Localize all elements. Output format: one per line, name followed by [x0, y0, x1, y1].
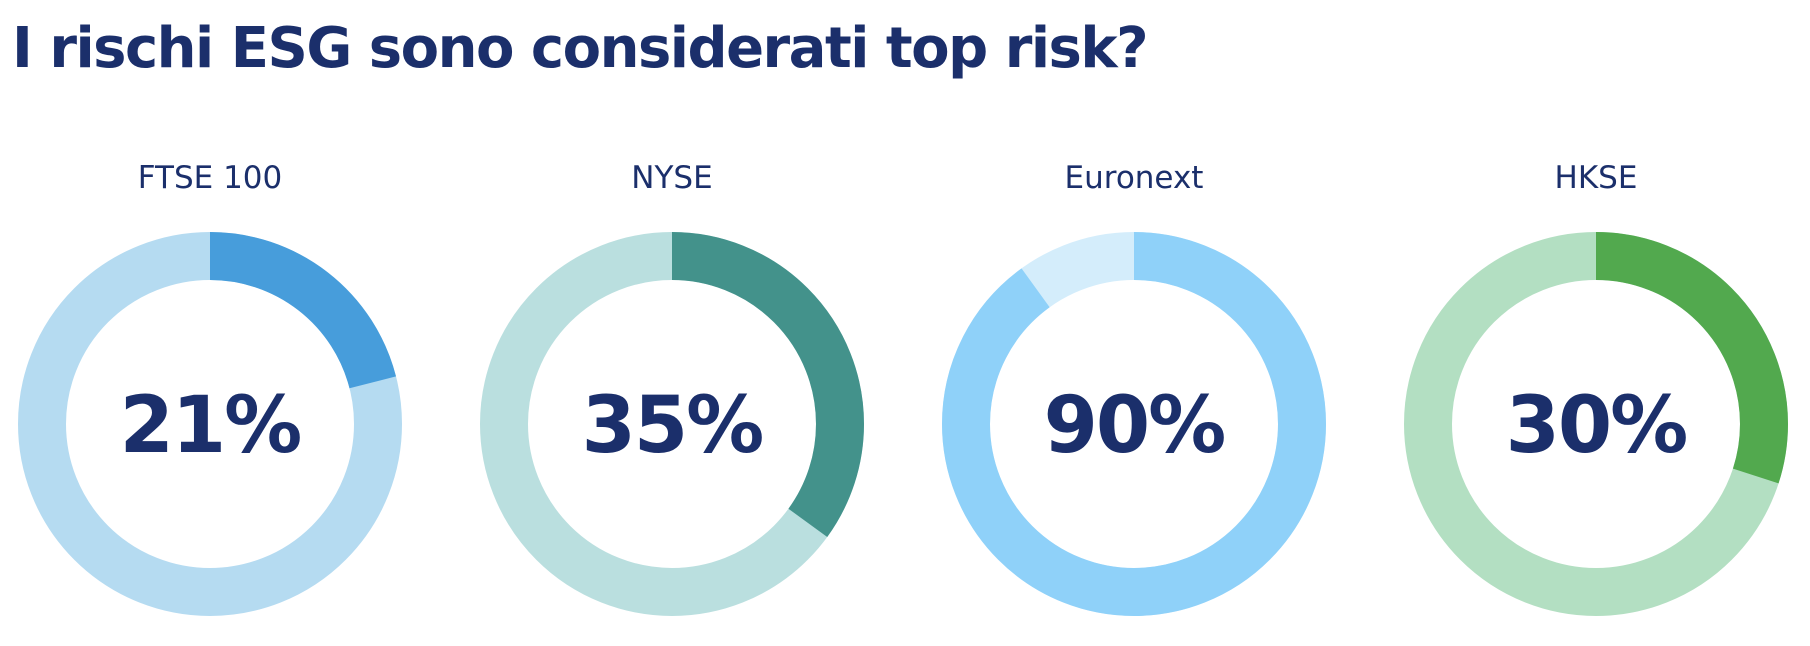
page-title: I rischi ESG sono considerati top risk? — [12, 16, 1149, 81]
donut-chart-hkse: HKSE 30% — [1386, 160, 1806, 630]
chart-label: FTSE 100 — [137, 160, 283, 196]
chart-label: Euronext — [1064, 160, 1204, 196]
donut-chart-nyse: NYSE 35% — [462, 160, 882, 630]
percentage-label: 30% — [1506, 381, 1687, 471]
donut-svg: 35% — [480, 232, 864, 616]
donut-svg: 90% — [942, 232, 1326, 616]
percentage-label: 35% — [582, 381, 763, 471]
donut-value-segment — [480, 232, 864, 616]
donut-chart-euronext: Euronext 90% — [924, 160, 1344, 630]
donut-svg: 30% — [1404, 232, 1788, 616]
percentage-label: 21% — [120, 381, 301, 471]
donut-svg: 21% — [18, 232, 402, 616]
donut-value-segment — [18, 232, 402, 616]
donut-value-segment — [1404, 232, 1788, 616]
donut-value-segment — [942, 232, 1326, 616]
donut-chart-ftse-100: FTSE 100 21% — [0, 160, 420, 630]
chart-label: HKSE — [1554, 160, 1638, 196]
chart-label: NYSE — [631, 160, 713, 196]
percentage-label: 90% — [1044, 381, 1225, 471]
